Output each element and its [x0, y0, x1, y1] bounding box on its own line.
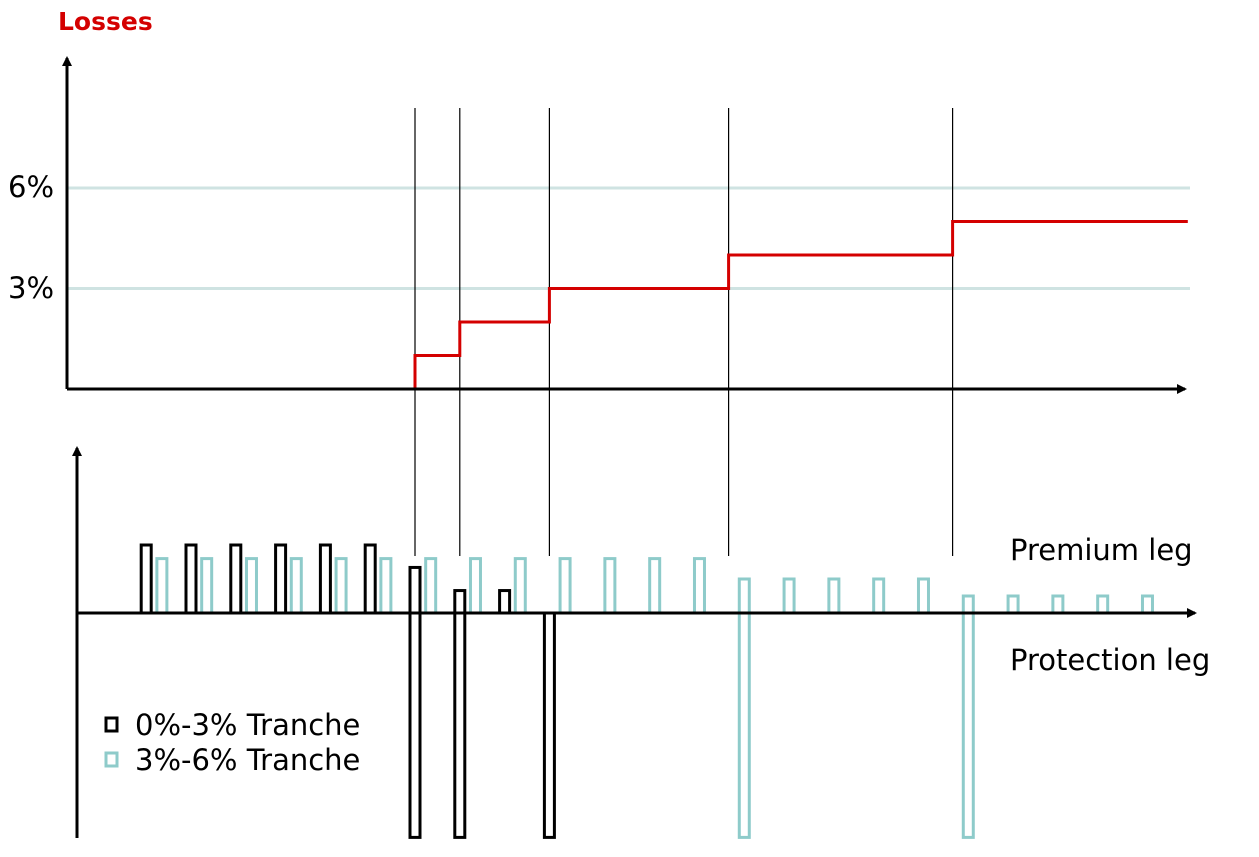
- premium-bar-tranche2-11: [603, 557, 617, 615]
- losses-panel: Losses 3% 6%: [8, 7, 1190, 556]
- premium-bar-tranche1-6: [363, 543, 377, 615]
- premium-bar-tranche2-5: [334, 557, 348, 615]
- premium-bar-tranche2-12: [648, 557, 662, 615]
- premium-bar-tranche2-14: [737, 577, 751, 615]
- legend-swatch-tranche1: [104, 716, 119, 733]
- premium-bar-tranche2-7: [424, 557, 438, 615]
- premium-bar-tranche1-5: [318, 543, 332, 615]
- premium-bar-tranche2-23: [1140, 594, 1154, 615]
- premium-bar-tranche2-2: [200, 557, 214, 615]
- legend-label-tranche1: 0%-3% Tranche: [135, 708, 360, 742]
- loss-step-line-group: [79, 220, 1188, 391]
- premium-bar-tranche2-20: [1006, 594, 1020, 615]
- premium-bar-tranche2-9: [513, 557, 527, 615]
- premium-bar-tranche2-16: [827, 577, 841, 615]
- premium-bar-tranche2-4: [289, 557, 303, 615]
- loss-step-line: [79, 220, 1188, 391]
- premium-bar-tranche1-9: [498, 589, 512, 615]
- legend: 0%-3% Tranche 3%-6% Tranche: [104, 708, 360, 777]
- protection-leg-label: Protection leg: [1010, 643, 1210, 677]
- protection-bar-tranche1-3: [542, 611, 556, 839]
- premium-bar-tranche2-19: [961, 594, 975, 615]
- protection-bar-tranche1-1: [408, 611, 422, 839]
- premium-bar-tranche1-2: [184, 543, 198, 615]
- premium-bar-tranche2-22: [1096, 594, 1110, 615]
- legend-label-tranche2: 3%-6% Tranche: [135, 743, 360, 777]
- premium-bar-tranche1-7: [408, 565, 422, 615]
- default-event-lines: [414, 108, 954, 556]
- legend-swatch-tranche2: [104, 751, 119, 768]
- losses-gridlines: [67, 186, 1190, 290]
- leg-bars: [139, 543, 1154, 839]
- premium-bar-tranche2-15: [782, 577, 796, 615]
- legs-panel: Premium leg Protection leg 0%-3% Tranche…: [72, 446, 1210, 839]
- losses-tick-labels: 3% 6%: [8, 170, 54, 305]
- premium-bar-tranche2-17: [872, 577, 886, 615]
- premium-bar-tranche2-10: [558, 557, 572, 615]
- premium-bar-tranche2-8: [468, 557, 482, 615]
- ytick-label-3pct: 3%: [8, 271, 54, 305]
- premium-bar-tranche2-21: [1051, 594, 1065, 615]
- premium-bar-tranche1-4: [274, 543, 288, 615]
- premium-bar-tranche1-8: [453, 589, 467, 615]
- protection-bar-tranche2-1: [737, 611, 751, 839]
- premium-bar-tranche1-1: [139, 543, 153, 615]
- protection-bar-tranche2-2: [961, 611, 975, 839]
- premium-bar-tranche2-13: [692, 557, 706, 615]
- premium-bar-tranche2-6: [379, 557, 393, 615]
- premium-bar-tranche1-3: [229, 543, 243, 615]
- premium-leg-label: Premium leg: [1010, 533, 1193, 567]
- premium-bar-tranche2-3: [244, 557, 258, 615]
- losses-title: Losses: [58, 7, 153, 36]
- ytick-label-6pct: 6%: [8, 170, 54, 204]
- premium-bar-tranche2-1: [155, 557, 169, 615]
- premium-bar-tranche2-18: [916, 577, 930, 615]
- protection-bar-tranche1-2: [453, 611, 467, 839]
